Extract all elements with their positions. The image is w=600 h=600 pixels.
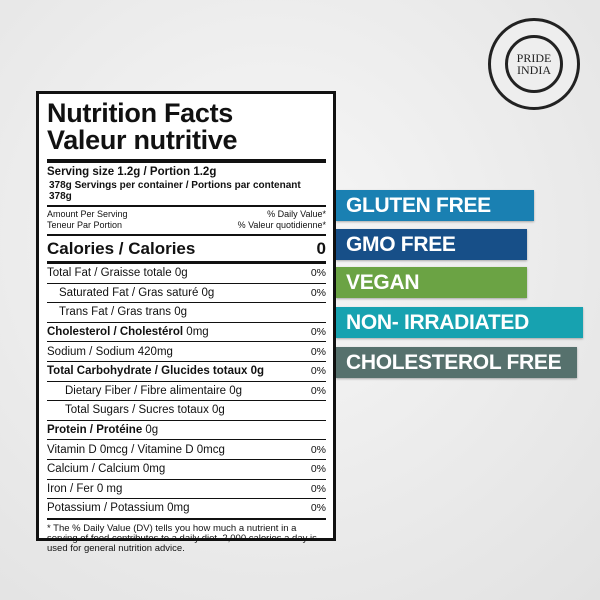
- nutrient-dv: 0%: [310, 463, 326, 476]
- nutrient-name: Saturated Fat / Gras saturé 0g: [59, 287, 214, 299]
- nutrient-label: Sodium / Sodium 420mg: [47, 345, 173, 358]
- calories-label: Calories / Calories: [47, 238, 196, 258]
- nutrient-row: Iron / Fer 0 mg 0%: [47, 480, 326, 500]
- nutrient-name: Trans Fat / Gras trans 0g: [59, 306, 187, 318]
- feature-badge: GLUTEN FREE: [336, 190, 534, 221]
- nutrient-row: Total Carbohydrate / Glucides totaux 0g 0…: [47, 362, 326, 382]
- logo-text: PRIDE: [516, 51, 552, 65]
- nutrient-label: Vitamin D 0mcg / Vitamine D 0mcg: [47, 443, 225, 456]
- nutrient-row: Total Fat / Graisse totale 0g 0%: [47, 264, 326, 284]
- nutrient-label: Total Carbohydrate / Glucides totaux 0g: [47, 365, 265, 378]
- feature-badge: GMO FREE: [336, 229, 527, 260]
- nutrient-amount: 0g: [142, 424, 159, 437]
- nutrient-row: Total Sugars / Sucres totaux 0g: [47, 401, 326, 421]
- nutrient-label: Saturated Fat / Gras saturé 0g: [59, 286, 215, 299]
- nutrient-row: Trans Fat / Gras trans 0g: [47, 303, 326, 323]
- nutrient-amount: 0mg: [183, 326, 209, 339]
- nutrient-name: Total Fat / Graisse totale 0g: [47, 267, 188, 279]
- nutrient-name: Vitamin D 0mcg / Vitamine D 0mcg: [47, 444, 225, 456]
- nutrient-row: Saturated Fat / Gras saturé 0g 0%: [47, 284, 326, 304]
- nutrient-label: Potassium / Potassium 0mg: [47, 502, 190, 515]
- footnote: * The % Daily Value (DV) tells you how m…: [47, 522, 317, 554]
- nutrient-row: Vitamin D 0mcg / Vitamine D 0mcg 0%: [47, 440, 326, 460]
- nutrient-dv: 0%: [310, 286, 326, 299]
- nutrient-label: Calcium / Calcium 0mg: [47, 463, 166, 476]
- amount-per-serving: Amount Per Serving: [47, 209, 128, 219]
- nutrient-name: Dietary Fiber / Fibre alimentaire 0g: [65, 385, 242, 397]
- amount-per-serving-fr: Teneur Par Portion: [47, 220, 123, 230]
- feature-badge: VEGAN: [336, 267, 527, 298]
- title-en: Nutrition Facts: [47, 98, 234, 128]
- nutrient-label: Cholesterol / Cholestérol: [47, 326, 184, 339]
- nutrient-dv: 0%: [310, 267, 326, 280]
- nutrient-label: Protein / Protéine: [47, 424, 143, 437]
- nutrition-facts-label: Nutrition Facts Valeur nutritive Serving…: [36, 91, 336, 553]
- nutrient-name: Total Sugars / Sucres totaux 0g: [65, 404, 225, 416]
- nutrient-label: Trans Fat / Gras trans 0g: [59, 306, 188, 319]
- nutrient-dv: 0%: [310, 365, 326, 378]
- nutrient-row: Potassium / Potassium 0mg 0%: [47, 499, 326, 519]
- nutrient-label: Total Fat / Graisse totale 0g: [47, 267, 188, 280]
- daily-value-header-fr: % Valeur quotidienne*: [237, 220, 326, 230]
- title-fr: Valeur nutritive: [47, 125, 238, 155]
- nutrient-row: Dietary Fiber / Fibre alimentaire 0g 0%: [47, 382, 326, 402]
- nutrient-row: Sodium / Sodium 420mg 0%: [47, 342, 326, 362]
- serving-size: Serving size 1.2g / Portion 1.2g: [47, 166, 217, 178]
- nutrient-name: Sodium / Sodium 420mg: [47, 346, 173, 358]
- nutrient-row: Calcium / Calcium 0mg 0%: [47, 460, 326, 480]
- nutrient-name: Cholesterol / Cholestérol 0mg: [47, 326, 209, 338]
- nutrient-name: Potassium / Potassium 0mg: [47, 502, 190, 514]
- servings-per-container: 378g Servings per container / Portions p…: [49, 180, 301, 202]
- nutrient-dv: 0%: [310, 384, 326, 397]
- calories-value: 0: [316, 238, 326, 258]
- nutrient-dv: 0%: [310, 502, 326, 515]
- nutrient-name: Protein / Protéine 0g: [47, 424, 158, 436]
- nutrient-dv: 0%: [310, 326, 326, 339]
- nutrient-dv: 0%: [310, 345, 326, 358]
- logo-text: INDIA: [517, 63, 551, 77]
- nutrient-label: Total Sugars / Sucres totaux 0g: [65, 404, 225, 417]
- nutrient-label: Iron / Fer 0 mg: [47, 482, 123, 495]
- nutrient-row: Cholesterol / Cholestérol 0mg 0%: [47, 323, 326, 343]
- feature-badge: NON- IRRADIATED: [336, 307, 583, 338]
- feature-badge: CHOLESTEROL FREE: [336, 347, 577, 378]
- nutrient-dv: 0%: [310, 443, 326, 456]
- nutrient-dv: 0%: [310, 482, 326, 495]
- daily-value-header: % Daily Value*: [267, 209, 326, 219]
- nutrient-label: Dietary Fiber / Fibre alimentaire 0g: [65, 384, 243, 397]
- nutrient-row: Protein / Protéine 0g: [47, 421, 326, 441]
- nutrient-name: Calcium / Calcium 0mg: [47, 463, 165, 475]
- nutrient-name: Iron / Fer 0 mg: [47, 483, 122, 495]
- nutrient-name: Total Carbohydrate / Glucides totaux 0g: [47, 365, 264, 377]
- brand-logo: PRIDE INDIA: [488, 18, 580, 110]
